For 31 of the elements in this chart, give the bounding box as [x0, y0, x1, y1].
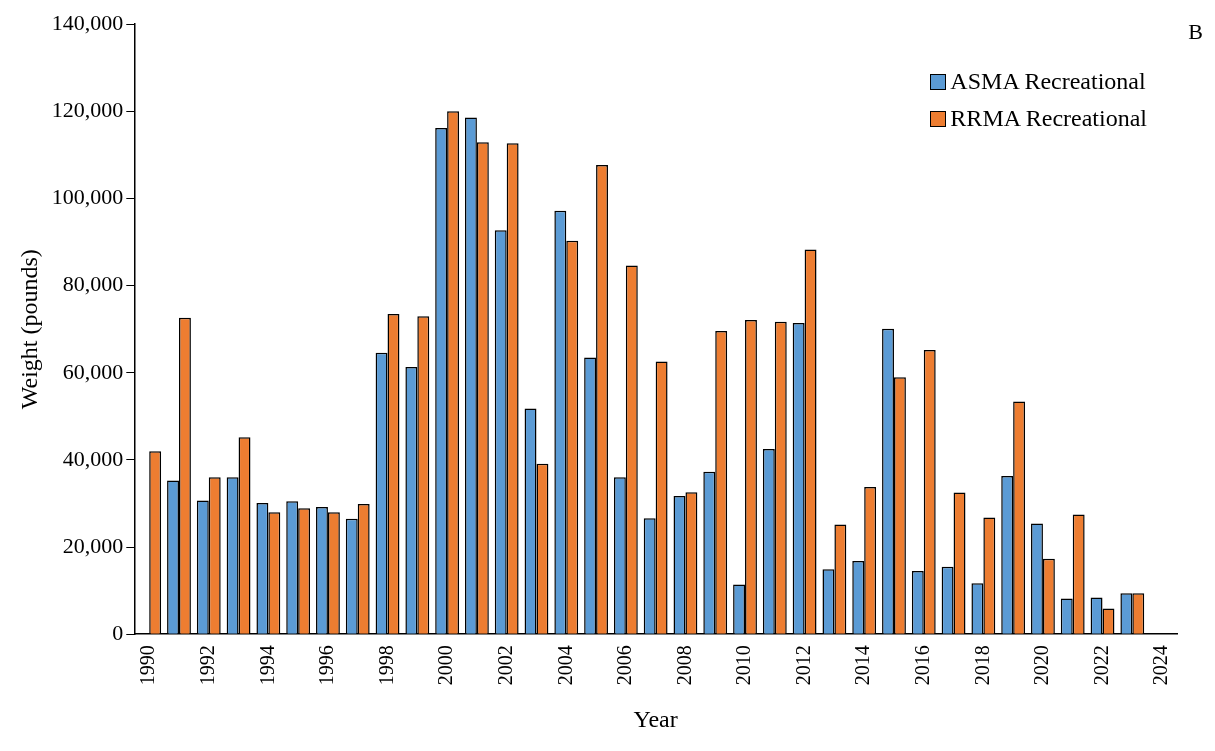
x-tick-label: 2020 [1030, 645, 1053, 686]
legend-label: RRMA Recreational [950, 105, 1147, 132]
y-tick-label: 80,000 [62, 271, 124, 297]
x-tick-label: 1996 [315, 645, 338, 686]
y-axis-title: Weight (pounds) [15, 249, 42, 410]
x-tick-label: 2004 [553, 645, 576, 686]
y-tick-label: 100,000 [51, 184, 124, 210]
x-tick-label: 1994 [255, 645, 278, 686]
x-tick-label: 2022 [1089, 645, 1112, 686]
y-tick-label: 20,000 [62, 532, 124, 558]
text: B [1188, 18, 1203, 44]
legend-label: ASMA Recreational [950, 68, 1146, 95]
y-tick-label: 60,000 [62, 358, 124, 384]
x-tick-label: 2008 [672, 645, 695, 686]
x-tick-label: 2010 [732, 645, 755, 686]
x-tick-label: 2016 [911, 645, 934, 686]
x-tick-label: 1998 [374, 645, 397, 686]
x-axis-title: Year [633, 705, 678, 732]
y-tick-label: 40,000 [62, 445, 124, 471]
x-tick-label: 1992 [196, 645, 219, 686]
x-tick-label: 2006 [613, 645, 636, 686]
y-tick-label: 140,000 [51, 9, 124, 35]
y-tick-label: 0 [112, 619, 124, 645]
x-tick-label: 2002 [493, 645, 516, 686]
x-tick-label: 2024 [1149, 645, 1172, 686]
x-tick-label: 1990 [136, 645, 159, 686]
x-tick-label: 2014 [851, 645, 874, 686]
x-tick-label: 2018 [970, 645, 993, 686]
x-tick-label: 2000 [434, 645, 457, 686]
x-tick-label: 2012 [791, 645, 814, 686]
y-tick-label: 120,000 [51, 97, 124, 123]
